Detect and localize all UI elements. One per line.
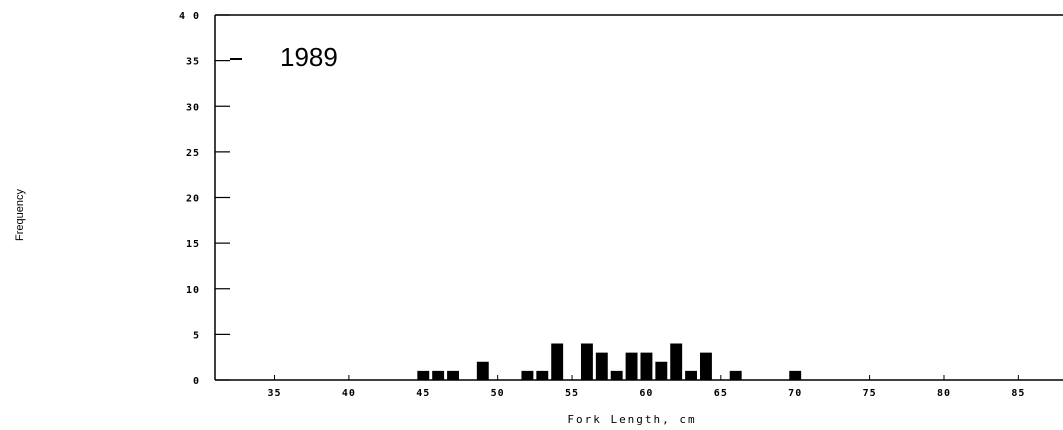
y-tick-label: 20	[186, 194, 200, 205]
bar	[551, 343, 564, 380]
x-axis-label: Fork Length, cm	[567, 413, 696, 426]
bar	[625, 352, 638, 380]
bar	[640, 352, 653, 380]
x-tick-label: 35	[267, 388, 281, 399]
y-tick-label: 25	[186, 148, 200, 159]
bar	[610, 370, 623, 380]
y-tick-label: 10	[186, 285, 200, 296]
legend: 1989	[230, 42, 338, 72]
bar	[699, 352, 712, 380]
bar	[432, 370, 445, 380]
bar	[595, 352, 608, 380]
x-tick-label: 50	[491, 388, 505, 399]
bar	[447, 370, 459, 380]
bar	[729, 370, 742, 380]
plot-frame	[214, 14, 1063, 381]
bar	[789, 370, 802, 380]
legend-label: 1989	[280, 42, 338, 72]
y-tick-label: 15	[186, 239, 200, 250]
x-tick-label: 80	[937, 388, 951, 399]
bar	[417, 370, 430, 380]
bar	[580, 343, 593, 380]
x-tick-label: 70	[788, 388, 802, 399]
bar	[521, 370, 534, 380]
y-tick-label: 35	[186, 57, 200, 68]
bar	[655, 361, 668, 380]
x-tick-label: 55	[565, 388, 579, 399]
x-axis-ticks: 35 40 45 50 55 60 65 70 75 80 85	[267, 375, 1025, 399]
x-tick-label: 40	[342, 388, 356, 399]
x-tick-label: 75	[863, 388, 877, 399]
y-tick-label: 5	[193, 330, 200, 341]
bar	[536, 370, 549, 380]
bar	[476, 361, 489, 380]
x-tick-label: 85	[1011, 388, 1025, 399]
x-tick-label: 45	[416, 388, 430, 399]
y-axis-ticks: 0 5 10 15 20 25 30 35 4 0	[179, 11, 230, 387]
y-tick-label: 30	[186, 102, 200, 113]
bar	[670, 343, 683, 380]
y-tick-label: 0	[193, 376, 200, 387]
bar	[685, 370, 698, 380]
x-tick-label: 65	[714, 388, 728, 399]
y-tick-label: 4 0	[179, 11, 200, 22]
x-tick-label: 60	[639, 388, 653, 399]
bars-group	[417, 343, 802, 380]
